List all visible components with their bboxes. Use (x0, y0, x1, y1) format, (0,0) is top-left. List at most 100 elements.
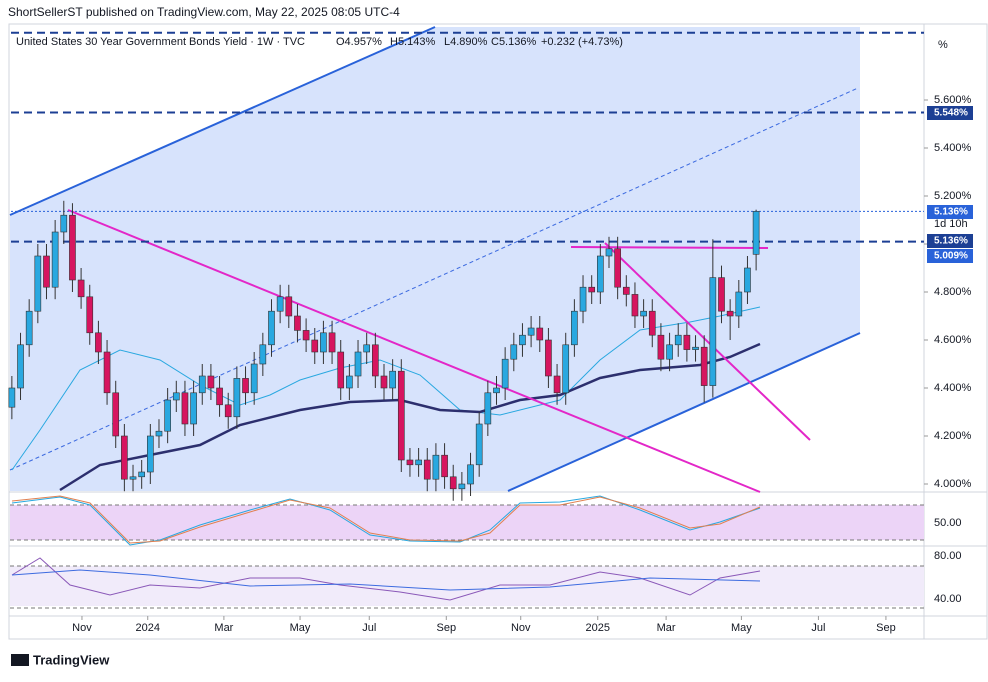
y-tick-label: 4.400% (934, 382, 972, 394)
price-tag-bg (927, 106, 973, 120)
channel-lower (507, 332, 861, 492)
candle-body (709, 277, 717, 386)
candle-body (311, 339, 319, 353)
y-tick-label: 4.800% (934, 286, 972, 298)
publisher: ShortSellerST published on TradingView.c… (8, 5, 400, 19)
candle-body (320, 332, 327, 353)
candle-body (484, 392, 492, 425)
candle-body (467, 464, 474, 485)
candle-body (112, 392, 120, 437)
x-tick-label: 2025 (586, 622, 610, 634)
candle-body (129, 476, 137, 480)
channel-mid (9, 87, 859, 471)
candle-body (147, 435, 154, 473)
legend-close: C5.136% (491, 36, 536, 48)
candle-body (268, 310, 275, 346)
candle-body (458, 483, 466, 490)
x-tick-label: Sep (437, 622, 457, 634)
candle-body (103, 351, 111, 394)
candle-body (501, 358, 509, 389)
candle-body (380, 375, 388, 389)
y-tick-label: 4.200% (934, 430, 972, 442)
x-tick-label: Mar (214, 622, 233, 634)
candle-body (172, 392, 180, 401)
candle-body (60, 214, 68, 233)
x-tick-label: Nov (511, 622, 531, 634)
x-tick-label: May (731, 622, 752, 634)
logo (11, 654, 29, 666)
candle-body (372, 344, 379, 377)
candle-body (337, 351, 345, 389)
candle-body (735, 291, 743, 317)
y-tick-label: 4.000% (934, 478, 972, 490)
price-tag-bg (927, 249, 973, 263)
rsi-signal (11, 495, 761, 544)
x-tick-label: 2024 (135, 622, 159, 634)
candle-body (354, 351, 362, 377)
candle-body (553, 375, 561, 394)
candle-body (138, 471, 146, 478)
candle-body (34, 255, 42, 312)
candle-body (545, 339, 552, 377)
candle-body (181, 392, 189, 425)
candle-body (276, 296, 284, 312)
candle-body (493, 387, 500, 394)
y-tick-label: 5.400% (934, 142, 972, 154)
candle-body (259, 344, 267, 365)
candle-body (744, 267, 751, 293)
candle-body (43, 255, 50, 288)
price-tag-bg (927, 234, 973, 248)
candle-body (164, 399, 171, 432)
legend-high: H5.143% (390, 36, 435, 48)
candle-body (674, 334, 682, 346)
unit: % (938, 39, 948, 51)
legend-low: L4.890% (444, 36, 488, 48)
candle-body (475, 423, 483, 466)
pane-label: 40.00 (934, 593, 962, 605)
candle-body (423, 459, 431, 480)
channel-upper (9, 26, 436, 216)
candle-body (718, 277, 725, 312)
candle-body (389, 370, 396, 389)
candle-body (121, 435, 128, 480)
candle-body (562, 344, 570, 394)
trendline (604, 242, 811, 441)
x-tick-label: Jul (362, 622, 376, 634)
candle-body (510, 344, 518, 360)
price-tag: 5.548% (934, 108, 968, 119)
candle-body (432, 454, 440, 480)
candle-body (536, 327, 544, 341)
candle-body (8, 387, 16, 408)
x-tick-label: Sep (876, 622, 896, 634)
brand: TradingView (33, 652, 110, 667)
candle-body (614, 248, 621, 288)
candle-body (415, 459, 422, 466)
candle-body (328, 332, 336, 353)
candle-body (700, 346, 708, 386)
osc-line (11, 557, 761, 601)
candle-body (69, 214, 76, 281)
candle-body (666, 344, 673, 360)
candle-body (519, 334, 526, 346)
candle-body (233, 378, 241, 418)
osc-signal (11, 569, 761, 591)
slow-ma (59, 342, 761, 492)
candle-body (579, 286, 587, 312)
candle-body (640, 310, 647, 317)
candle-body (51, 231, 59, 288)
candle-body (588, 286, 596, 293)
channel-fill (10, 27, 860, 491)
y-tick-label: 5.200% (934, 190, 972, 202)
candle-body (648, 310, 656, 336)
price-tag: 5.136% (934, 236, 968, 247)
candle-body (198, 375, 206, 394)
candle-body (190, 392, 197, 425)
candle-body (605, 248, 613, 257)
candle-body (449, 476, 457, 490)
candle-body (77, 279, 85, 298)
candle-body (346, 375, 353, 389)
y-tick-label: 5.600% (934, 94, 972, 106)
candle-body (25, 310, 33, 346)
candle-body (622, 286, 630, 295)
